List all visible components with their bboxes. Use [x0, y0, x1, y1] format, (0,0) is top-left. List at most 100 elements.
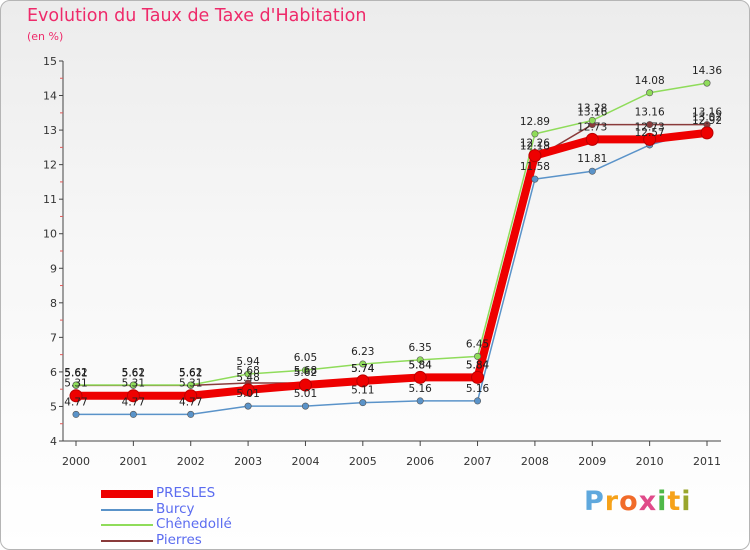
logo-letter: t — [667, 486, 682, 517]
data-label-presles: 5.48 — [236, 372, 259, 384]
data-label-chênedollé: 5.62 — [64, 367, 87, 379]
x-tick-label: 2007 — [464, 455, 492, 468]
data-label-pierres: 5.68 — [294, 365, 317, 377]
data-label-pierres: 13.16 — [692, 107, 722, 119]
y-tick-label: 13 — [43, 124, 57, 137]
y-tick-label: 5 — [50, 400, 57, 413]
logo-letter: o — [619, 486, 639, 517]
data-point-presles — [298, 378, 312, 392]
data-label-chênedollé: 6.35 — [408, 342, 431, 354]
legend-swatch — [101, 524, 153, 526]
legend-swatch — [101, 539, 153, 542]
legend-label: Burcy — [156, 500, 195, 517]
data-point-presles — [700, 126, 714, 140]
logo-letter: i — [657, 486, 668, 517]
legend-swatch — [101, 508, 153, 511]
data-label-chênedollé: 6.45 — [466, 338, 489, 350]
data-label-chênedollé: 5.94 — [236, 356, 260, 368]
data-label-pierres: 5.61 — [179, 367, 202, 379]
data-point-burcy — [474, 397, 482, 405]
data-point-presles — [643, 132, 657, 146]
legend-label: Pierres — [156, 531, 202, 548]
data-label-pierres: 13.16 — [577, 107, 607, 119]
data-point-chênedollé — [359, 360, 367, 368]
data-label-burcy: 11.58 — [520, 161, 550, 173]
data-point-presles — [585, 132, 599, 146]
data-label-chênedollé: 6.23 — [351, 346, 374, 358]
data-label-pierres: 5.61 — [122, 367, 145, 379]
chart-subtitle: (en %) — [27, 30, 64, 43]
series-line-burcy — [75, 128, 708, 416]
y-tick-label: 6 — [50, 366, 57, 379]
data-label-chênedollé: 12.89 — [520, 116, 550, 128]
data-label-burcy: 5.01 — [294, 388, 317, 400]
logo-letter: r — [604, 486, 620, 517]
data-point-burcy — [301, 402, 309, 410]
data-label-pierres: 5.84 — [466, 359, 490, 371]
data-point-chênedollé — [129, 381, 137, 389]
data-label-burcy: 4.77 — [64, 396, 87, 408]
data-label-burcy: 11.81 — [577, 153, 607, 165]
data-label-pierres: 5.68 — [236, 365, 259, 377]
x-tick-label: 2004 — [291, 455, 319, 468]
proxiti-logo: Proxiti — [584, 486, 692, 517]
data-label-presles: 12.92 — [692, 115, 722, 127]
data-label-chênedollé: 6.05 — [294, 352, 317, 364]
legend-label: PRESLES — [156, 485, 216, 501]
data-label-presles: 5.84 — [408, 359, 432, 371]
legend-label: Chênedollé — [156, 516, 232, 532]
data-point-presles — [413, 370, 427, 384]
y-tick-label: 9 — [50, 262, 57, 275]
data-point-burcy — [531, 175, 539, 183]
x-tick-label: 2000 — [62, 455, 90, 468]
data-label-presles: 5.74 — [351, 363, 375, 375]
x-tick-label: 2003 — [234, 455, 262, 468]
data-label-burcy: 12.57 — [635, 127, 665, 139]
data-point-chênedollé — [244, 370, 252, 378]
data-label-presles: 12.73 — [577, 121, 607, 133]
data-point-presles — [184, 389, 198, 403]
y-tick-label: 14 — [43, 90, 57, 103]
data-point-chênedollé — [703, 79, 711, 87]
data-label-pierres: 5.61 — [64, 367, 87, 379]
x-tick-label: 2006 — [406, 455, 434, 468]
data-label-pierres: 5.84 — [408, 359, 432, 371]
data-point-chênedollé — [646, 89, 654, 97]
y-tick-label: 12 — [43, 159, 57, 172]
data-label-burcy: 5.11 — [351, 385, 374, 397]
x-tick-label: 2001 — [119, 455, 147, 468]
data-point-chênedollé — [416, 356, 424, 364]
data-point-presles — [471, 370, 485, 384]
x-tick-label: 2002 — [177, 455, 205, 468]
data-label-presles: 12.26 — [520, 138, 550, 150]
data-point-burcy — [244, 402, 252, 410]
data-point-burcy — [359, 399, 367, 407]
logo-letter: P — [584, 486, 605, 517]
x-tick-label: 2005 — [349, 455, 377, 468]
data-point-presles — [69, 389, 83, 403]
data-point-chênedollé — [531, 130, 539, 138]
data-point-presles — [241, 383, 255, 397]
data-point-chênedollé — [474, 352, 482, 360]
data-point-burcy — [72, 410, 80, 418]
data-label-presles: 5.31 — [179, 378, 202, 390]
x-tick-label: 2009 — [578, 455, 606, 468]
x-tick-label: 2008 — [521, 455, 549, 468]
data-label-chênedollé: 5.62 — [122, 367, 145, 379]
data-label-chênedollé: 13.28 — [577, 102, 607, 114]
data-label-burcy: 4.77 — [179, 396, 202, 408]
data-label-burcy: 13.02 — [692, 111, 722, 123]
data-label-burcy: 5.16 — [466, 383, 490, 395]
data-label-presles: 5.62 — [294, 367, 317, 379]
y-tick-label: 7 — [50, 331, 57, 344]
y-tick-label: 8 — [50, 297, 57, 310]
data-label-chênedollé: 14.36 — [692, 65, 722, 77]
series-line-chênedollé — [75, 82, 708, 386]
y-tick-label: 11 — [43, 193, 57, 206]
x-tick-label: 2011 — [693, 455, 721, 468]
data-label-chênedollé: 5.62 — [179, 367, 202, 379]
data-point-chênedollé — [588, 116, 596, 124]
data-point-presles — [126, 389, 140, 403]
